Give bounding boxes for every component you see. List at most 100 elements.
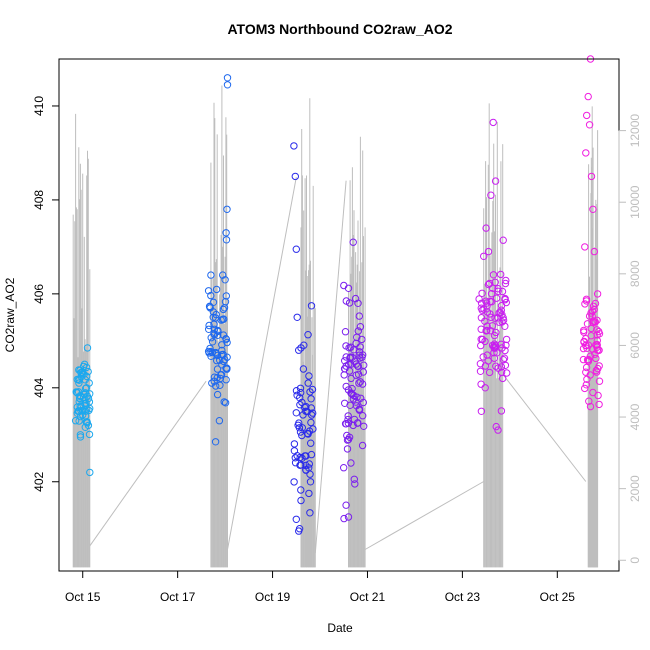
data-point bbox=[80, 390, 89, 399]
chart-title: ATOM3 Northbound CO2raw_AO2 bbox=[227, 21, 452, 37]
data-point bbox=[205, 349, 213, 357]
data-point bbox=[290, 478, 298, 486]
data-point bbox=[501, 296, 509, 304]
data-point bbox=[293, 313, 301, 321]
data-point bbox=[478, 335, 487, 344]
data-point bbox=[297, 496, 305, 505]
data-point bbox=[220, 398, 228, 406]
data-point bbox=[487, 313, 495, 321]
data-point bbox=[214, 331, 222, 339]
data-point bbox=[583, 375, 591, 383]
data-point bbox=[305, 372, 313, 380]
data-point bbox=[358, 380, 367, 388]
data-point bbox=[499, 236, 507, 244]
data-point bbox=[214, 326, 222, 335]
series-group bbox=[340, 238, 368, 523]
data-point bbox=[501, 361, 510, 369]
data-point bbox=[295, 419, 303, 427]
x-tick-label: Oct 19 bbox=[255, 590, 291, 604]
data-point bbox=[585, 397, 593, 405]
data-point bbox=[219, 350, 227, 359]
data-point bbox=[213, 365, 222, 373]
data-point bbox=[579, 355, 588, 364]
data-point bbox=[223, 74, 232, 82]
data-point bbox=[481, 337, 489, 346]
data-point bbox=[581, 243, 589, 251]
data-point bbox=[79, 362, 88, 371]
data-point bbox=[582, 295, 591, 303]
data-point bbox=[491, 343, 500, 351]
data-point bbox=[213, 356, 221, 365]
data-point bbox=[346, 353, 355, 361]
y-tick-label: 404 bbox=[32, 377, 46, 397]
data-point bbox=[82, 418, 90, 426]
y-tick-label: 402 bbox=[32, 471, 46, 491]
data-point bbox=[293, 452, 301, 460]
data-point bbox=[296, 394, 304, 402]
data-point bbox=[344, 412, 352, 420]
data-point bbox=[345, 367, 354, 375]
secondary-connector bbox=[502, 373, 587, 482]
data-point bbox=[306, 509, 314, 517]
data-point bbox=[595, 377, 604, 385]
data-point bbox=[300, 341, 308, 349]
data-point bbox=[500, 354, 509, 362]
data-point bbox=[302, 402, 310, 411]
data-point bbox=[360, 361, 368, 369]
data-point bbox=[503, 369, 511, 377]
data-point bbox=[351, 480, 359, 488]
data-point bbox=[355, 379, 363, 387]
x-tick-label: Oct 17 bbox=[160, 590, 196, 604]
data-point bbox=[583, 320, 592, 328]
data-point bbox=[223, 81, 232, 89]
data-point bbox=[497, 363, 506, 371]
data-point bbox=[360, 422, 368, 430]
data-point bbox=[355, 312, 363, 320]
data-point bbox=[81, 396, 89, 404]
data-point bbox=[492, 362, 500, 370]
data-point bbox=[77, 368, 85, 377]
data-point bbox=[222, 236, 231, 244]
data-point bbox=[477, 407, 486, 415]
data-point bbox=[343, 445, 352, 453]
data-point bbox=[307, 450, 316, 459]
data-point bbox=[218, 315, 227, 324]
data-point bbox=[75, 417, 83, 425]
data-point bbox=[492, 294, 501, 302]
data-point bbox=[213, 390, 222, 399]
data-point bbox=[475, 295, 483, 303]
x-tick-label: Oct 15 bbox=[65, 590, 101, 604]
data-point bbox=[494, 426, 502, 434]
y2-tick-label: 0 bbox=[628, 557, 642, 564]
data-point bbox=[494, 287, 502, 295]
data-point bbox=[82, 363, 91, 372]
data-point bbox=[489, 118, 497, 127]
data-point bbox=[498, 318, 506, 326]
data-point bbox=[221, 276, 229, 284]
data-point bbox=[593, 340, 601, 349]
data-point bbox=[484, 280, 493, 289]
data-point bbox=[495, 318, 503, 326]
data-point bbox=[485, 368, 494, 377]
data-point bbox=[356, 378, 364, 386]
data-point bbox=[483, 299, 491, 307]
data-point bbox=[353, 333, 361, 341]
data-point bbox=[593, 336, 601, 345]
data-point bbox=[77, 372, 86, 381]
data-point bbox=[354, 299, 362, 307]
y2-tick-label: 4000 bbox=[628, 403, 642, 430]
data-point bbox=[75, 407, 83, 416]
data-point bbox=[589, 205, 597, 214]
data-point bbox=[588, 345, 597, 353]
data-point bbox=[292, 409, 300, 417]
data-point bbox=[296, 384, 305, 392]
data-point bbox=[207, 334, 215, 342]
data-point bbox=[348, 384, 356, 393]
data-point bbox=[211, 314, 220, 322]
data-point bbox=[291, 454, 299, 462]
data-point bbox=[349, 238, 357, 246]
data-point bbox=[83, 372, 91, 381]
data-point bbox=[222, 335, 230, 343]
data-point bbox=[86, 468, 94, 477]
